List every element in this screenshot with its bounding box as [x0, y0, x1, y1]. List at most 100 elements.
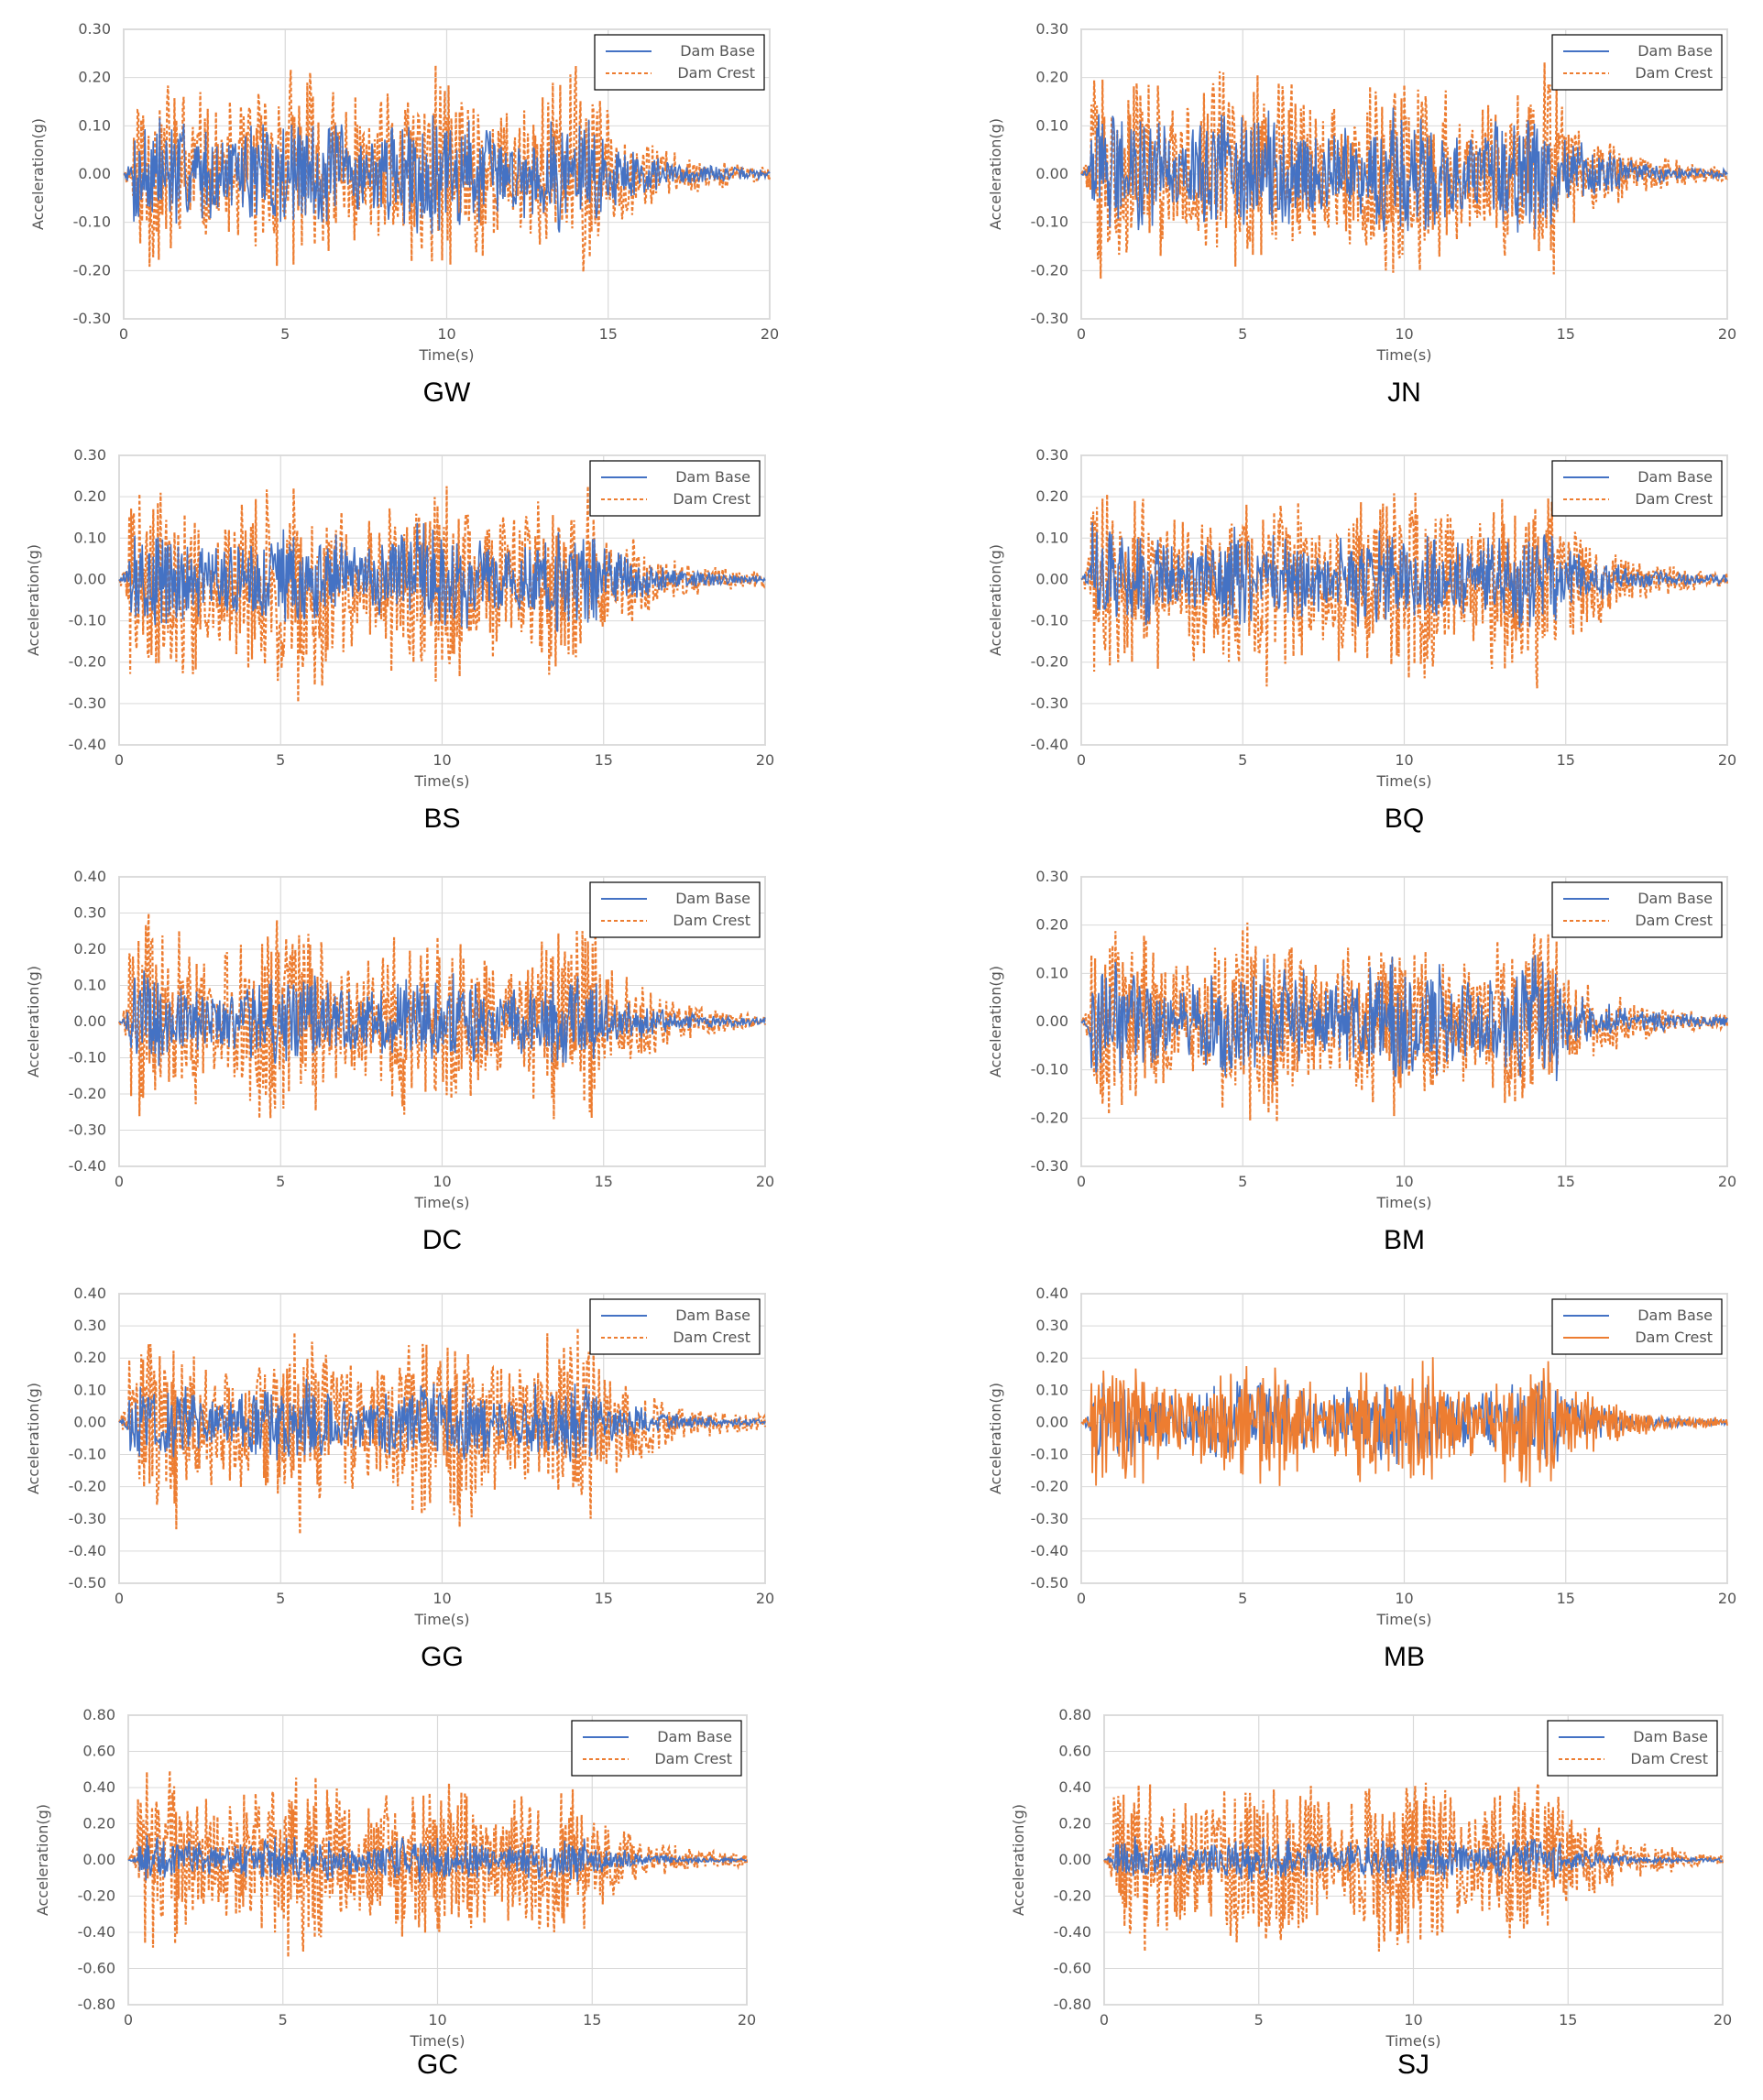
x-tick-label: 20 [1718, 1590, 1736, 1607]
y-tick-label: 0.20 [73, 1349, 106, 1366]
y-tick-label: 0.10 [1035, 964, 1068, 981]
chart-svg: 0 5 10 15 20 0.40 0.30 0.20 0.10 0.00 -0.10 -0.20 -0… [25, 1285, 774, 1628]
y-tick-label: 0.00 [82, 1851, 115, 1868]
chart-panel-gc: 0 5 10 15 20 0.80 0.60 0.40 0.20 0.00 -0.20 -0.40 -0… [0, 1704, 806, 2052]
y-tick-label: -0.30 [69, 1510, 106, 1527]
y-tick-label: 0.00 [1035, 165, 1068, 182]
y-tick-label: 0.20 [1035, 69, 1068, 86]
legend-label-dam-base: Dam Base [1637, 468, 1713, 486]
panel-label-gw: GW [422, 377, 471, 408]
x-tick-label: 15 [1557, 1590, 1575, 1607]
y-tick-label: -0.40 [1031, 1542, 1068, 1559]
y-tick-label: 0.40 [73, 1285, 106, 1302]
y-tick-label: 0.80 [82, 1706, 115, 1723]
x-tick-label: 15 [595, 751, 613, 769]
legend: Dam Base Dam Crest [1551, 1298, 1723, 1355]
y-tick-label: -0.40 [69, 1542, 106, 1559]
y-tick-label: -0.30 [1031, 310, 1068, 327]
y-tick-label: 0.60 [1058, 1743, 1091, 1760]
legend-label-dam-crest: Dam Crest [673, 1329, 750, 1346]
panel-label-gc: GC [417, 2050, 458, 2080]
y-tick-label: 0.10 [73, 529, 106, 546]
panel-label-bs: BS [423, 804, 461, 834]
panel-label-bm: BM [1384, 1225, 1425, 1255]
x-axis-label: Time(s) [419, 346, 475, 364]
y-tick-label: -0.80 [1054, 1996, 1091, 2013]
series-line-dam-crest [127, 1770, 749, 1958]
panel-label-gg: GG [421, 1642, 464, 1672]
chart-panel-bq: 0 5 10 15 20 0.30 0.20 0.10 0.00 -0.10 -0.20 -0.30 -… [958, 444, 1763, 793]
y-axis-label: Acceleration(g) [25, 966, 42, 1077]
y-tick-label: -0.10 [1031, 213, 1068, 231]
y-tick-label: -0.30 [1031, 695, 1068, 712]
y-tick-label: -0.30 [1031, 1510, 1068, 1527]
x-axis-label: Time(s) [410, 2032, 465, 2050]
legend-label-dam-crest: Dam Crest [673, 912, 750, 929]
chart-svg: 0 5 10 15 20 0.40 0.30 0.20 0.10 0.00 -0.10 -0.20 -0… [25, 868, 774, 1211]
y-tick-label: -0.20 [69, 653, 106, 671]
x-tick-label: 15 [1557, 1173, 1575, 1190]
legend-box [1551, 881, 1723, 938]
y-tick-label: 0.20 [82, 1815, 115, 1832]
y-tick-label: -0.20 [1031, 1109, 1068, 1126]
y-tick-label: -0.10 [69, 1049, 106, 1066]
chart-svg: 0 5 10 15 20 0.80 0.60 0.40 0.20 0.00 -0.20 -0.40 -0… [34, 1706, 756, 2050]
y-tick-label: -0.10 [69, 612, 106, 629]
y-tick-label: -0.50 [1031, 1574, 1068, 1591]
x-tick-label: 0 [1077, 751, 1086, 769]
x-tick-label: 0 [1077, 1173, 1086, 1190]
chart-panel-dc: 0 5 10 15 20 0.40 0.30 0.20 0.10 0.00 -0.10 -0.20 -0… [0, 866, 806, 1214]
x-tick-label: 5 [279, 2011, 288, 2029]
x-axis-label: Time(s) [1376, 1194, 1432, 1211]
x-tick-label: 20 [1718, 325, 1736, 343]
x-tick-label: 20 [756, 1590, 774, 1607]
x-tick-label: 0 [115, 1173, 124, 1190]
y-tick-label: 0.00 [73, 1413, 106, 1430]
x-tick-label: 5 [1238, 751, 1247, 769]
panel-label-bq: BQ [1384, 804, 1425, 834]
panel-label-jn: JN [1387, 377, 1421, 408]
legend-label-dam-crest: Dam Crest [677, 64, 755, 82]
legend-label-dam-crest: Dam Crest [654, 1750, 732, 1767]
x-tick-label: 10 [433, 1173, 451, 1190]
x-axis-label: Time(s) [1376, 346, 1432, 364]
legend-label-dam-crest: Dam Crest [673, 490, 750, 508]
y-tick-label: 0.00 [1035, 1012, 1068, 1030]
legend: Dam Base Dam Crest [571, 1720, 742, 1777]
y-tick-label: -0.40 [69, 1157, 106, 1175]
legend: Dam Base Dam Crest [589, 881, 761, 938]
y-tick-label: -0.40 [1054, 1923, 1091, 1941]
y-tick-label: -0.40 [69, 736, 106, 753]
y-axis-label: Acceleration(g) [987, 1383, 1004, 1494]
y-tick-label: -0.10 [1031, 1061, 1068, 1078]
x-tick-label: 20 [756, 1173, 774, 1190]
x-tick-label: 0 [115, 1590, 124, 1607]
y-axis-label: Acceleration(g) [25, 544, 42, 656]
legend-box [589, 460, 761, 517]
legend-label-dam-base: Dam Base [1637, 890, 1713, 907]
y-tick-label: 0.30 [78, 20, 111, 38]
x-tick-label: 5 [1238, 325, 1247, 343]
series-line-dam-base [127, 1835, 748, 1883]
x-tick-label: 20 [1718, 751, 1736, 769]
x-tick-label: 10 [1395, 325, 1413, 343]
x-tick-label: 15 [599, 325, 618, 343]
y-axis-label: Acceleration(g) [1010, 1804, 1027, 1916]
legend-box [589, 1298, 761, 1355]
y-tick-label: 0.10 [1035, 529, 1068, 546]
x-tick-label: 5 [276, 1173, 285, 1190]
y-tick-label: 0.20 [73, 487, 106, 505]
x-axis-label: Time(s) [1376, 772, 1432, 790]
x-tick-label: 5 [1238, 1173, 1247, 1190]
legend-label-dam-crest: Dam Crest [1635, 912, 1713, 929]
series-line-dam-base [123, 115, 771, 235]
series-line-dam-base [118, 522, 766, 632]
legend-box [1551, 460, 1723, 517]
y-tick-label: 0.00 [1035, 1413, 1068, 1430]
x-tick-label: 15 [1559, 2011, 1577, 2029]
x-tick-label: 0 [124, 2011, 133, 2029]
x-tick-label: 20 [1718, 1173, 1736, 1190]
y-tick-label: 0.30 [1035, 446, 1068, 464]
chart-svg: 0 5 10 15 20 0.40 0.30 0.20 0.10 0.00 -0.10 -0.20 -0… [987, 1285, 1736, 1628]
y-tick-label: -0.20 [78, 1887, 115, 1905]
